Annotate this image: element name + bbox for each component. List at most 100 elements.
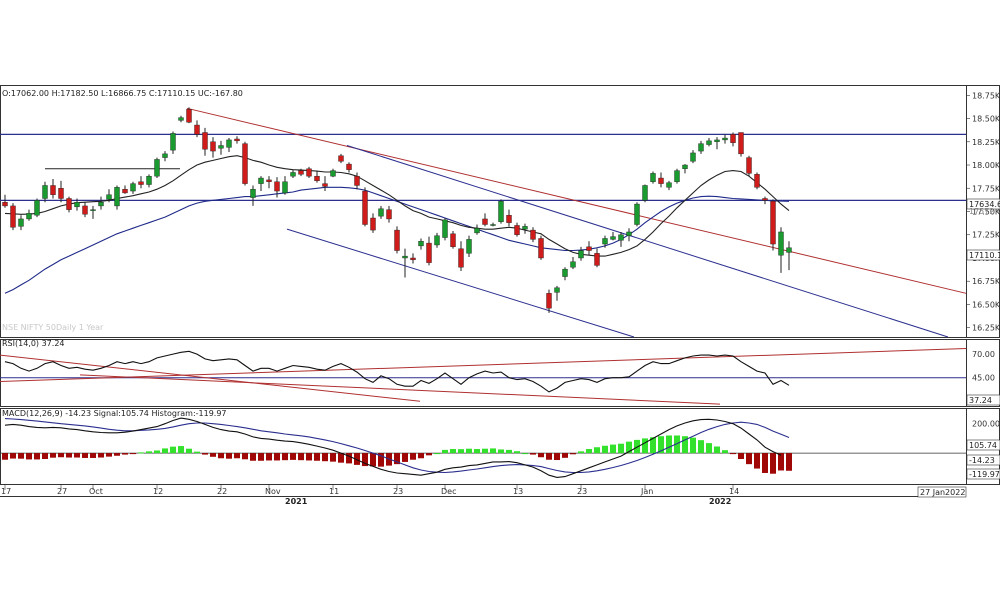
macd-histogram-bar xyxy=(650,437,656,454)
macd-histogram-bar xyxy=(314,453,320,461)
resistance-tag-2: 17572.4 xyxy=(969,207,1000,216)
candle-body xyxy=(226,139,232,148)
candle xyxy=(578,246,584,261)
macd-histogram-bar xyxy=(26,453,32,460)
price-tick-label: 16.50K xyxy=(972,300,1000,309)
candle xyxy=(482,213,488,227)
macd-histogram-bar xyxy=(34,453,40,460)
price-tick-label: 18.25K xyxy=(972,138,1000,147)
candle-body xyxy=(282,181,288,194)
candle xyxy=(42,181,48,203)
macd-line xyxy=(4,417,782,478)
macd-histogram-bar xyxy=(578,451,584,454)
resistance-tag: 17634.6 xyxy=(966,198,1000,210)
macd-histogram-bar xyxy=(106,453,112,457)
candle-body xyxy=(18,218,24,227)
candle xyxy=(218,140,224,155)
candle-body xyxy=(298,170,304,175)
candle xyxy=(170,131,176,154)
price-tick-label: 18.75K xyxy=(972,91,1000,100)
candle-body xyxy=(658,177,664,184)
rsi-red-trendline-2 xyxy=(79,374,721,405)
axes-labels: 18.75K 18.50K 18.25K 18.00K 17.75K 17.50K 17.2… xyxy=(1,91,1000,506)
candle-body xyxy=(42,185,48,199)
x-tick-label: Nov xyxy=(265,487,281,496)
candle-body xyxy=(314,175,320,182)
candle xyxy=(762,196,768,205)
candle-body xyxy=(242,143,248,184)
x-tick-label: 27 xyxy=(57,487,67,496)
candle-body xyxy=(338,155,344,162)
macd-histogram-bar xyxy=(154,450,160,454)
rsi-red-trendline-down xyxy=(0,354,421,402)
candle-body xyxy=(778,231,784,256)
candle-body xyxy=(450,233,456,248)
candle xyxy=(194,120,200,138)
candle xyxy=(26,209,32,221)
candle xyxy=(210,137,216,158)
macd-histogram-bar xyxy=(130,453,136,455)
candle xyxy=(754,172,760,190)
x-tick-label: 23 xyxy=(393,487,403,496)
macd-histogram-bar xyxy=(602,445,608,454)
macd-histogram-bar xyxy=(58,453,64,458)
candle xyxy=(706,138,712,147)
candle xyxy=(114,185,120,210)
x-tick-label: 13 xyxy=(513,487,523,496)
candle xyxy=(634,202,640,227)
candle xyxy=(458,241,464,271)
candle-body xyxy=(522,226,528,230)
macd-histogram-bar xyxy=(114,453,120,456)
svg-text:17572.4: 17572.4 xyxy=(969,207,1000,216)
candle xyxy=(90,205,96,219)
candle-body xyxy=(482,218,488,225)
macd-histogram-bar xyxy=(10,453,16,459)
candle xyxy=(410,253,416,264)
svg-text:-119.97: -119.97 xyxy=(969,470,1000,479)
candle-body xyxy=(738,132,744,155)
candle xyxy=(378,205,384,219)
candle-body xyxy=(530,229,536,240)
macd-histogram-bar xyxy=(90,453,96,458)
svg-text:105.74: 105.74 xyxy=(969,441,997,450)
candle xyxy=(490,222,496,227)
macd-histogram-bar xyxy=(618,443,624,454)
candle-body xyxy=(610,236,616,240)
candle xyxy=(626,228,632,242)
blue-lower-trendline xyxy=(286,228,635,338)
candle xyxy=(130,181,136,194)
candle-body xyxy=(762,198,768,201)
macd-histogram-bar xyxy=(738,453,744,459)
macd-histogram-bar xyxy=(714,446,720,454)
rsi-plot xyxy=(0,347,967,405)
candle-body xyxy=(290,172,296,177)
macd-histogram-bar xyxy=(74,453,80,458)
macd-histogram-bar xyxy=(722,450,728,454)
candle-body xyxy=(194,124,200,135)
macd-histogram-bar xyxy=(522,453,528,455)
candle-body xyxy=(250,188,256,198)
candle-body xyxy=(162,153,168,158)
macd-histogram-bar xyxy=(50,453,56,458)
rsi-header: RSI(14,0) 37.24 xyxy=(2,339,65,348)
macd-histogram-bar xyxy=(194,451,200,454)
macd-histogram-bar xyxy=(338,453,344,463)
macd-histogram-bar xyxy=(434,453,440,455)
macd-histogram-bar xyxy=(450,449,456,454)
price-watermark: NSE NIFTY 50Daily 1 Year xyxy=(2,323,104,332)
candle-body xyxy=(602,238,608,245)
candle xyxy=(682,164,688,174)
macd-histogram-bar xyxy=(162,448,168,454)
candle-body xyxy=(674,170,680,182)
candle-body xyxy=(682,164,688,169)
rsi-panel-frame xyxy=(0,339,967,407)
candle-body xyxy=(538,238,544,259)
price-tick-label: 17.75K xyxy=(972,184,1000,193)
candle xyxy=(138,176,144,189)
year-label: 2022 xyxy=(709,497,731,506)
macd-value-tag: -14.23 xyxy=(966,454,1000,466)
candle xyxy=(10,203,16,231)
candle-body xyxy=(746,157,752,174)
macd-histogram-bar xyxy=(530,453,536,455)
